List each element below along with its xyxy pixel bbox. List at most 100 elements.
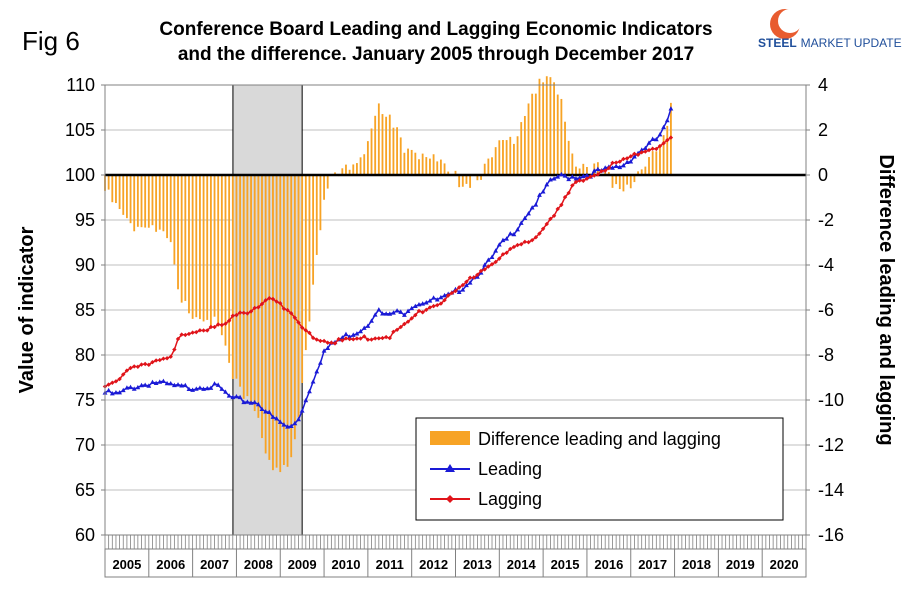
lagging-point [278, 301, 283, 306]
lagging-point [394, 327, 400, 332]
x-year-label: 2012 [419, 557, 448, 572]
leading-point [139, 382, 144, 388]
difference-bar [542, 82, 545, 175]
lagging-point [654, 146, 659, 152]
lagging-point [595, 172, 601, 177]
difference-bar [567, 140, 570, 175]
leading-point [354, 331, 360, 336]
lagging-point [362, 334, 367, 339]
lagging-point [347, 336, 352, 342]
leading-point [318, 360, 323, 365]
leading-point [398, 309, 404, 314]
y-right-tick-label: 4 [818, 75, 828, 95]
difference-bar [553, 82, 555, 175]
leading-point [277, 419, 283, 424]
leading-point [285, 424, 290, 429]
legend-box [415, 417, 784, 521]
lagging-point [142, 361, 148, 367]
difference-bar [502, 140, 504, 175]
difference-bar [374, 115, 377, 175]
leading-point [186, 386, 192, 392]
leading-point [171, 382, 177, 388]
leading-point [628, 159, 634, 164]
lagging-point [205, 328, 210, 333]
lagging-point [431, 303, 436, 309]
leading-point [485, 257, 491, 262]
difference-bar [523, 115, 526, 175]
lagging-point [566, 190, 571, 196]
lagging-point [369, 337, 374, 342]
difference-bar [129, 175, 132, 224]
difference-bar [564, 121, 566, 175]
lagging-point [610, 160, 615, 166]
lagging-point [508, 246, 513, 252]
difference-bar [308, 175, 311, 322]
lagging-point [197, 328, 203, 333]
x-year-label: 2008 [244, 557, 273, 572]
difference-bar [483, 163, 486, 175]
difference-bar [312, 175, 315, 285]
lagging-point [635, 152, 641, 157]
lagging-point [504, 250, 509, 256]
lagging-point [588, 174, 593, 179]
difference-bar [235, 175, 238, 379]
lagging-point [183, 332, 188, 338]
leading-point [515, 226, 520, 232]
leading-point [234, 394, 239, 399]
leading-point [438, 294, 444, 300]
lagging-point [592, 173, 597, 178]
lagging-point [299, 325, 305, 330]
difference-bar [425, 157, 428, 175]
lagging-point [621, 156, 626, 162]
y-left-tick-label: 80 [75, 345, 95, 365]
difference-bar [220, 175, 223, 336]
y-axis-left-ticks: 110 105 100 95 90 85 80 75 70 65 60 [65, 75, 105, 545]
leading-point [548, 177, 553, 182]
legend-marker-leading-icon [445, 464, 455, 472]
leading-point [226, 393, 232, 398]
difference-bar [246, 175, 249, 397]
lagging-point [584, 176, 590, 181]
leading-point [303, 397, 309, 403]
leading-point [526, 210, 531, 216]
leading-point [212, 381, 217, 386]
leading-point [500, 237, 506, 243]
difference-bar [666, 125, 669, 175]
lagging-point [208, 324, 214, 330]
difference-bar [436, 161, 439, 175]
leading-point [347, 334, 353, 339]
difference-bar [370, 128, 373, 175]
y-right-tick-label: -2 [818, 210, 834, 230]
leading-point [380, 311, 385, 316]
leading-point [296, 416, 301, 422]
y-right-tick-label: -6 [818, 300, 834, 320]
leading-point [595, 166, 601, 172]
leading-point [128, 384, 133, 390]
lagging-point [281, 306, 287, 311]
difference-bar [286, 175, 289, 467]
difference-bar [326, 175, 329, 189]
difference-bar [648, 157, 650, 175]
x-year-label: 2013 [463, 557, 492, 572]
lagging-point [270, 296, 276, 302]
leading-point [555, 174, 561, 179]
lagging-point [544, 221, 549, 227]
leading-point [263, 409, 269, 414]
leading-point [339, 335, 345, 340]
difference-bar [209, 175, 212, 328]
lagging-point [460, 282, 466, 288]
difference-bar [191, 175, 194, 319]
lagging-point [237, 310, 243, 315]
lagging-point [515, 242, 520, 248]
difference-bar [261, 175, 263, 439]
lagging-point [405, 319, 411, 324]
lagging-point [438, 301, 444, 306]
lagging-point [562, 194, 568, 200]
difference-bar [637, 171, 639, 175]
lagging-point [146, 362, 152, 368]
x-year-label: 2015 [551, 557, 580, 572]
leading-point [266, 409, 272, 414]
lagging-point [613, 160, 619, 165]
leading-point [372, 312, 378, 317]
y-axis-right-ticks: 4 2 0 -2 -4 -6 -8 -10 -12 -14 -16 [806, 75, 844, 545]
